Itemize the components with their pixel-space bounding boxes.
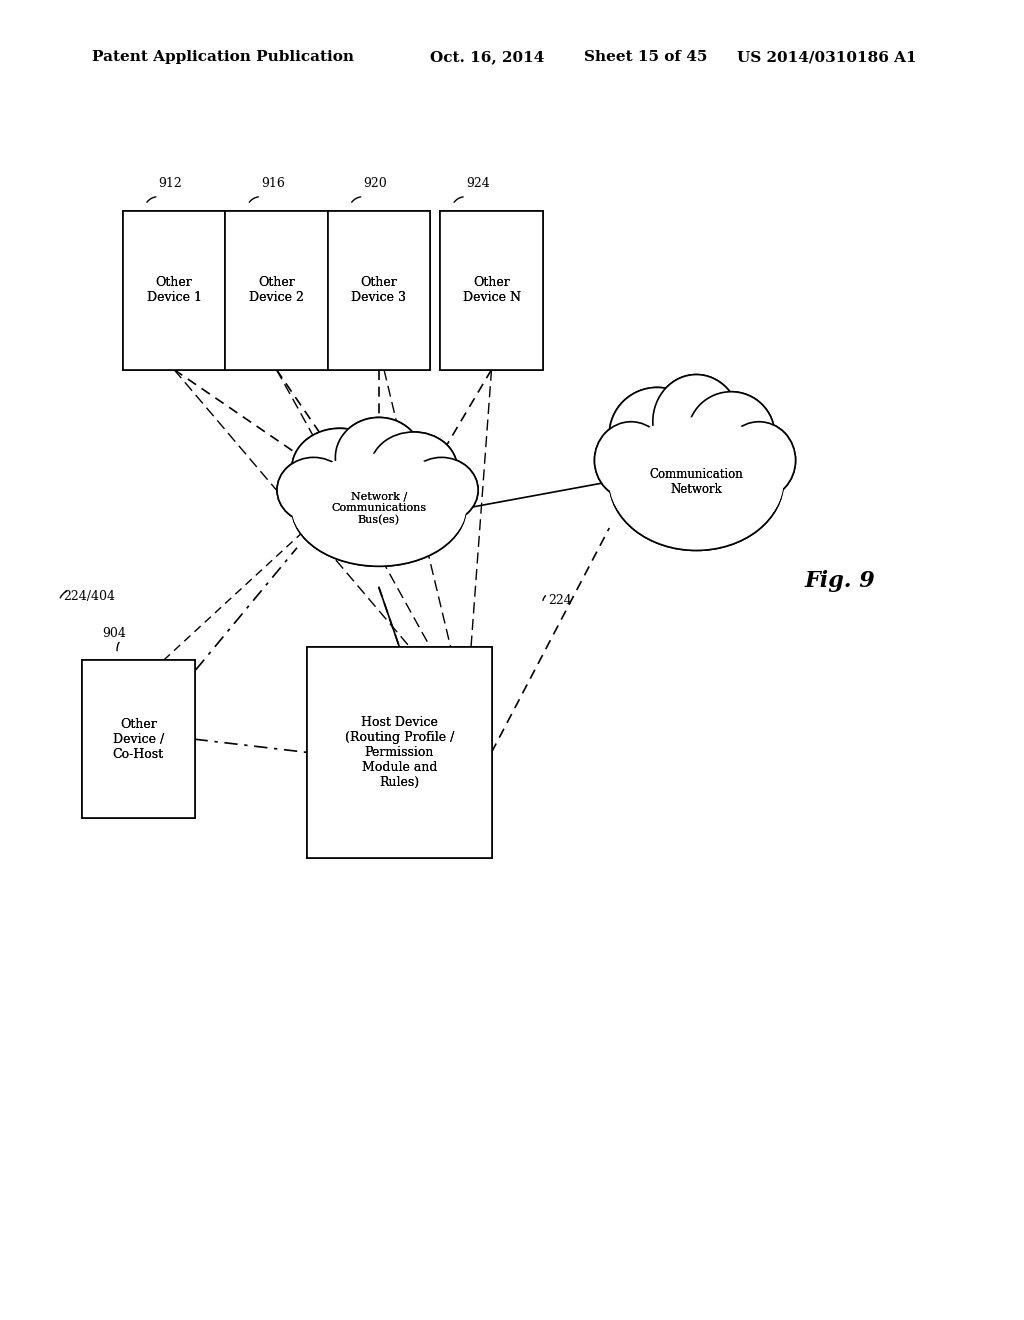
FancyBboxPatch shape (328, 211, 430, 370)
Ellipse shape (292, 454, 466, 562)
Ellipse shape (278, 458, 350, 523)
Ellipse shape (595, 422, 668, 499)
Ellipse shape (292, 428, 387, 508)
Ellipse shape (609, 417, 783, 546)
Text: Other
Device /
Co-Host: Other Device / Co-Host (113, 718, 164, 760)
Ellipse shape (723, 422, 796, 499)
Ellipse shape (723, 422, 796, 499)
Ellipse shape (595, 422, 668, 499)
Ellipse shape (292, 454, 466, 562)
Text: 904: 904 (102, 627, 126, 640)
Ellipse shape (609, 388, 705, 482)
Text: Oct. 16, 2014: Oct. 16, 2014 (430, 50, 545, 65)
Text: Other
Device /
Co-Host: Other Device / Co-Host (113, 718, 164, 760)
FancyBboxPatch shape (440, 211, 543, 370)
Text: 912: 912 (159, 177, 182, 190)
Text: Communication
Network: Communication Network (649, 467, 743, 496)
FancyBboxPatch shape (82, 660, 195, 818)
Ellipse shape (371, 432, 457, 504)
FancyBboxPatch shape (307, 647, 492, 858)
FancyBboxPatch shape (328, 211, 430, 370)
Ellipse shape (336, 417, 422, 498)
FancyBboxPatch shape (225, 211, 328, 370)
Text: Other
Device N: Other Device N (463, 276, 520, 305)
Text: Network /
Communications
Bus(es): Network / Communications Bus(es) (332, 491, 426, 525)
Text: US 2014/0310186 A1: US 2014/0310186 A1 (737, 50, 916, 65)
Text: Sheet 15 of 45: Sheet 15 of 45 (584, 50, 707, 65)
Ellipse shape (336, 417, 422, 498)
Text: 224/404: 224/404 (63, 590, 116, 603)
Ellipse shape (278, 458, 350, 523)
Ellipse shape (609, 388, 705, 482)
Text: Other
Device 3: Other Device 3 (351, 276, 407, 305)
Ellipse shape (653, 375, 740, 469)
Text: 908: 908 (307, 825, 331, 838)
FancyBboxPatch shape (82, 660, 195, 818)
Text: Other
Device 3: Other Device 3 (351, 276, 407, 305)
Text: 916: 916 (261, 177, 285, 190)
Text: Host Device
(Routing Profile /
Permission
Module and
Rules): Host Device (Routing Profile / Permissio… (345, 715, 454, 789)
Ellipse shape (688, 392, 775, 478)
Text: Fig. 9: Fig. 9 (804, 570, 876, 591)
Text: 924: 924 (466, 177, 489, 190)
FancyBboxPatch shape (440, 211, 543, 370)
Ellipse shape (371, 432, 457, 504)
Text: Other
Device N: Other Device N (463, 276, 520, 305)
Ellipse shape (292, 450, 466, 566)
Text: Patent Application Publication: Patent Application Publication (92, 50, 354, 65)
FancyBboxPatch shape (123, 211, 225, 370)
Ellipse shape (609, 413, 783, 550)
Text: Other
Device 2: Other Device 2 (249, 276, 304, 305)
Text: Host Device
(Routing Profile /
Permission
Module and
Rules): Host Device (Routing Profile / Permissio… (345, 715, 454, 789)
Text: Other
Device 1: Other Device 1 (146, 276, 202, 305)
Text: Other
Device 2: Other Device 2 (249, 276, 304, 305)
Text: Communication
Network: Communication Network (649, 467, 743, 496)
FancyBboxPatch shape (225, 211, 328, 370)
Ellipse shape (653, 375, 740, 469)
FancyBboxPatch shape (123, 211, 225, 370)
Ellipse shape (292, 428, 387, 508)
FancyBboxPatch shape (307, 647, 492, 858)
Text: 920: 920 (364, 177, 387, 190)
Ellipse shape (292, 450, 466, 566)
Ellipse shape (609, 413, 783, 550)
Ellipse shape (609, 417, 783, 546)
Text: 224: 224 (548, 594, 571, 607)
Ellipse shape (406, 458, 478, 523)
Ellipse shape (688, 392, 775, 478)
Text: Network /
Communications
Bus(es): Network / Communications Bus(es) (332, 491, 426, 525)
Ellipse shape (406, 458, 478, 523)
Text: Other
Device 1: Other Device 1 (146, 276, 202, 305)
